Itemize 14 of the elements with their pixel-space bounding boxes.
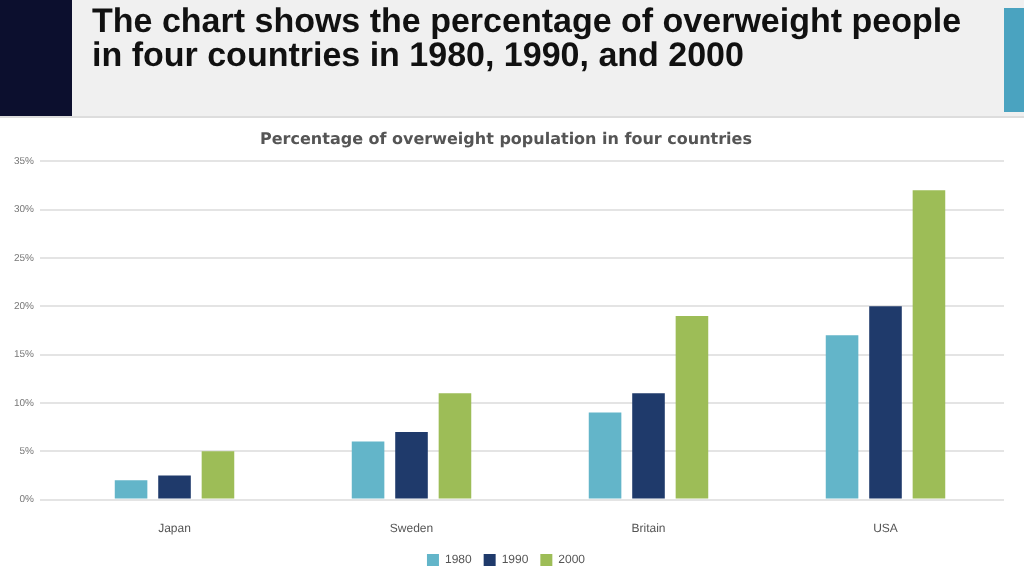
bar — [825, 335, 859, 499]
bar — [588, 412, 622, 499]
bar — [114, 480, 148, 499]
bar — [351, 441, 385, 499]
chart-subtitle: Percentage of overweight population in four countries — [260, 129, 753, 148]
bar — [438, 393, 472, 499]
bar — [158, 475, 191, 499]
bar — [912, 190, 946, 499]
bar — [869, 306, 902, 499]
bar — [675, 315, 709, 499]
bar — [632, 393, 665, 499]
bar — [395, 431, 428, 499]
chart-title: The chart shows the percentage of overweight people in four countries in 1980, 1990, and 2000 — [92, 2, 964, 74]
bar — [201, 451, 235, 499]
